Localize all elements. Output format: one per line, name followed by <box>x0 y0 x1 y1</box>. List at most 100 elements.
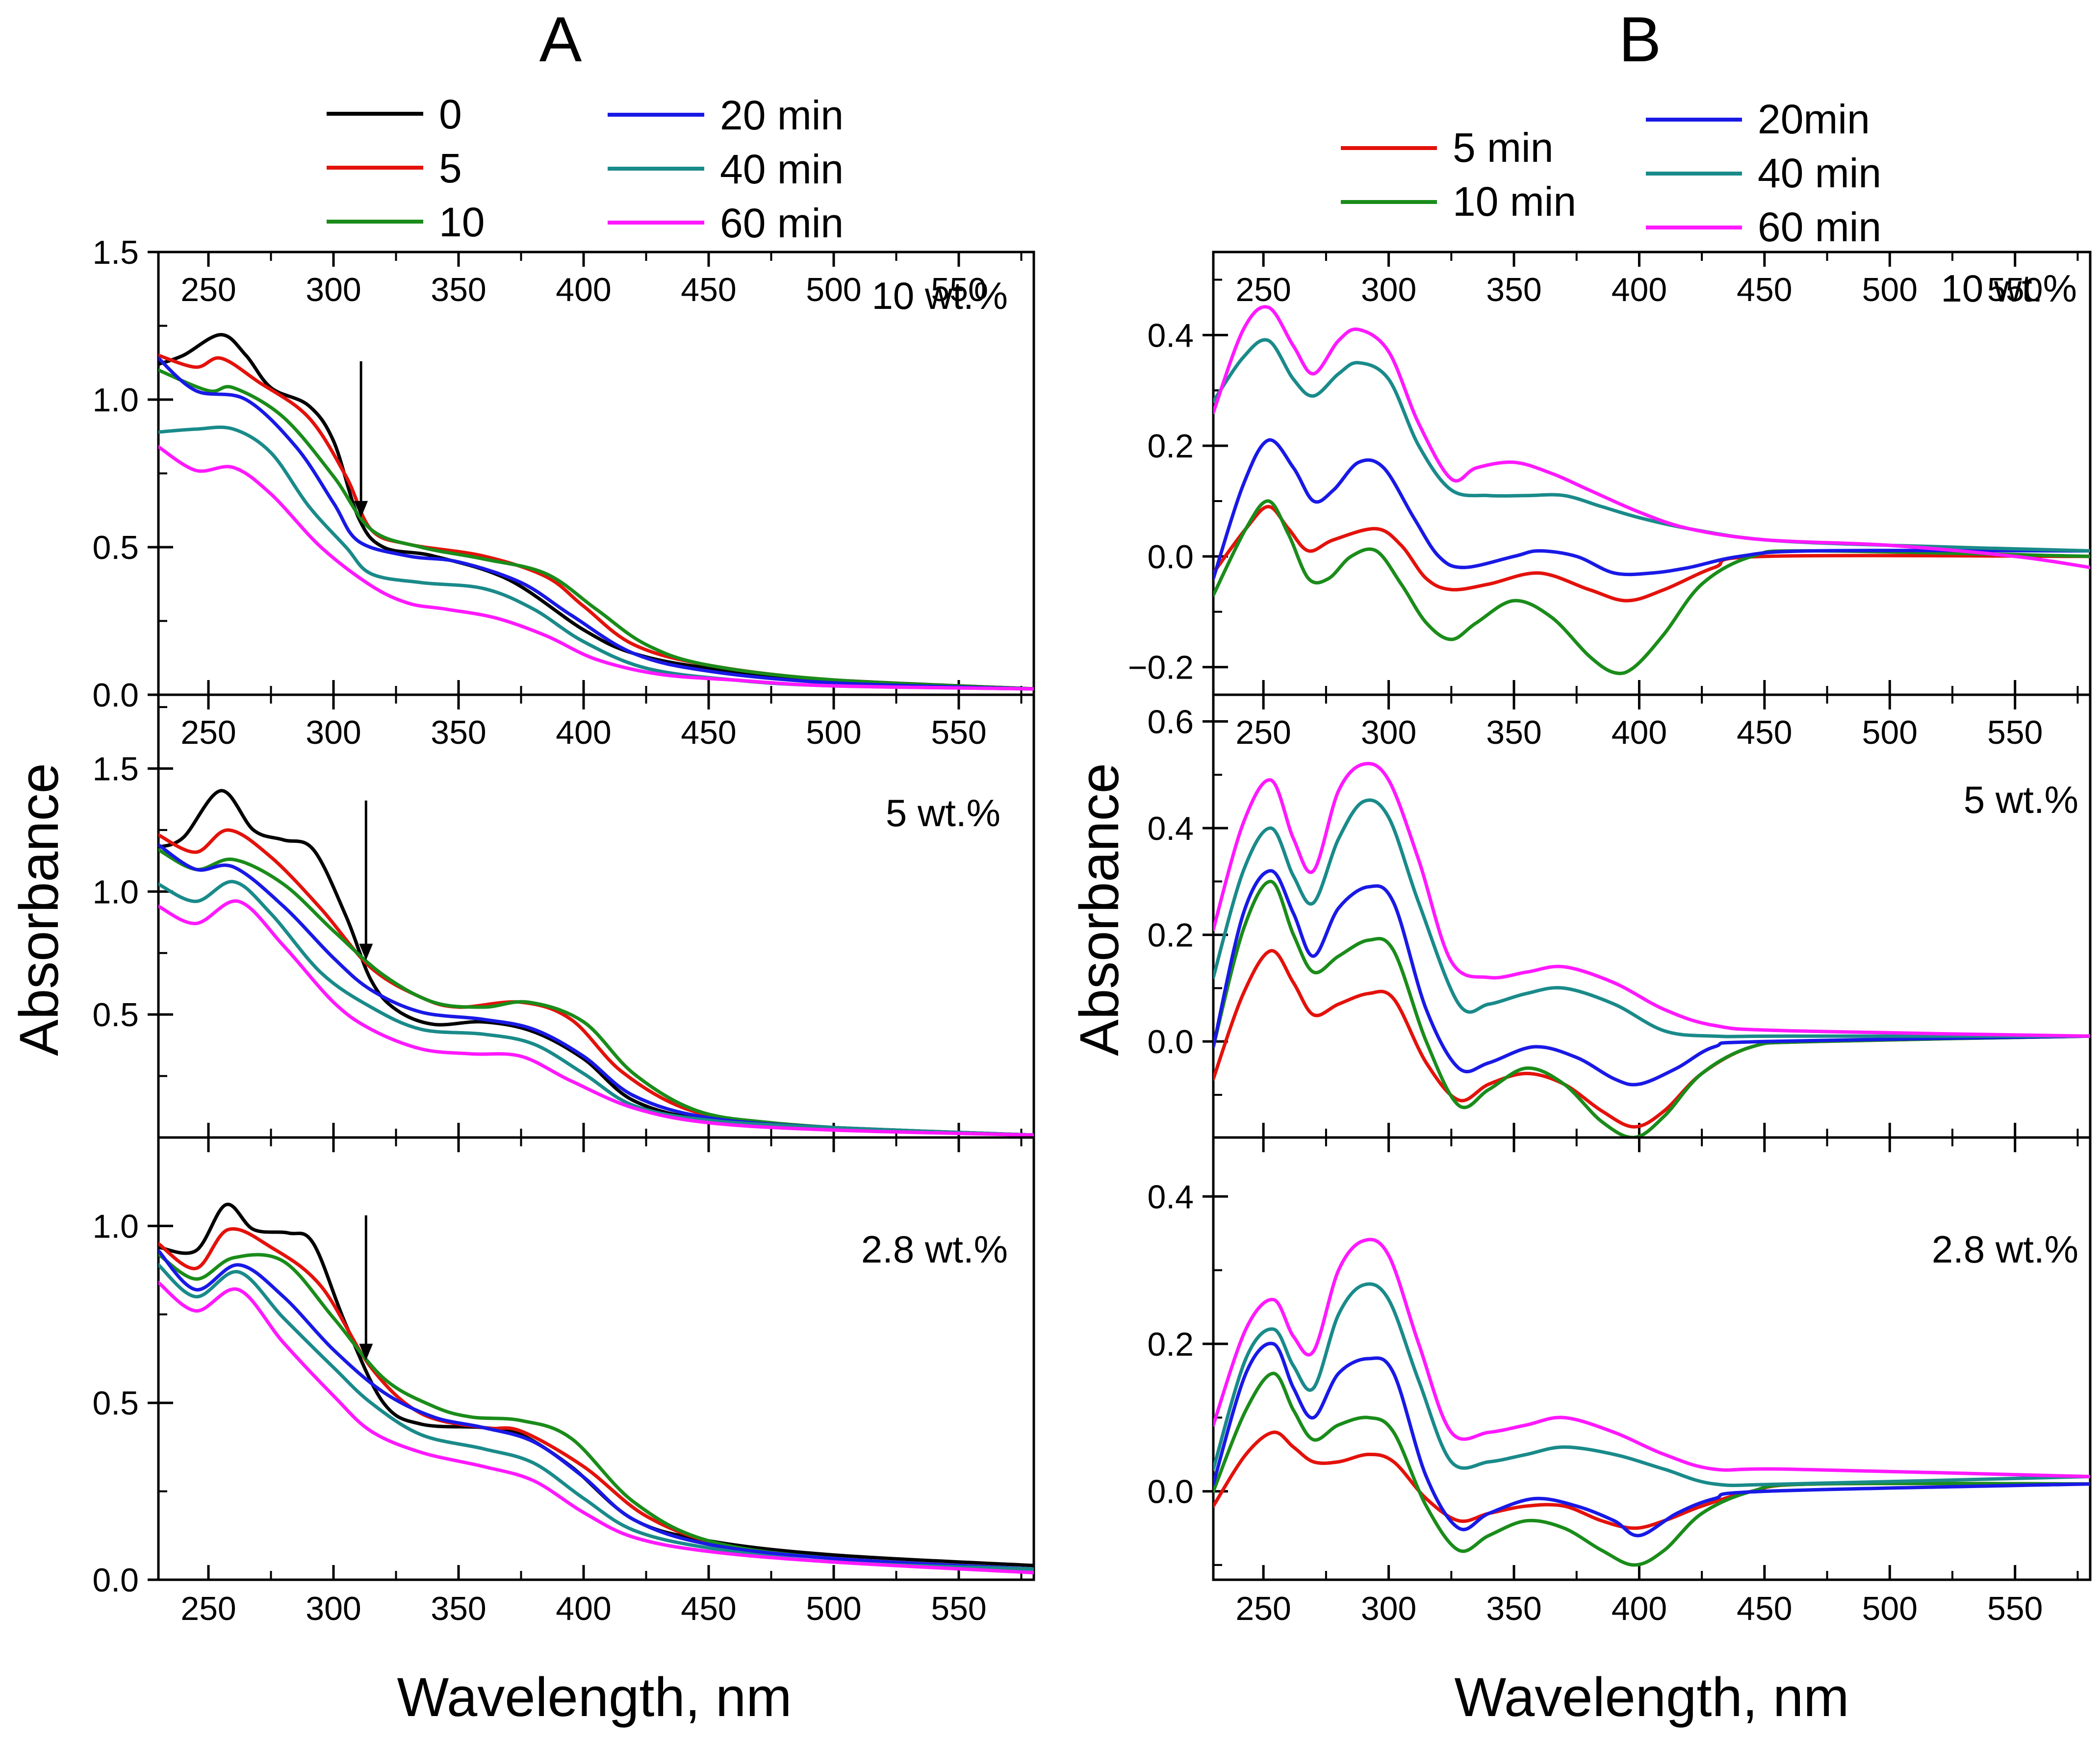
series-line-60-min <box>1213 305 2090 569</box>
concentration-label: 2.8 wt.% <box>1932 1228 2078 1271</box>
series-line-40-min <box>1213 338 2090 553</box>
series-line-60-min <box>158 445 1034 691</box>
y-tick-label: 0.0 <box>92 1562 139 1599</box>
x-tick-label: 500 <box>1862 1590 1918 1627</box>
series-line-10-min <box>1213 880 2090 1137</box>
chart-panel-a-2-8wt: 250 300 350 400 450 500 550 0.0 0.5 1.0 2.8 wt.% <box>92 1136 1035 1627</box>
y-tick-label: 1.0 <box>92 873 139 910</box>
plot-frame <box>1212 693 2092 1139</box>
x-tick-label: 500 <box>1862 271 1918 308</box>
legend-b-label-0: 5 min <box>1453 125 1553 171</box>
series-line-20-min <box>158 1249 1034 1571</box>
y-tick-label: 1.5 <box>92 751 139 788</box>
x-tick-label: 250 <box>1235 271 1291 308</box>
y-tick-label: 0.2 <box>1147 428 1194 465</box>
x-tick-label: 500 <box>1862 714 1918 751</box>
legend-b-label-2: 20min <box>1758 96 1870 142</box>
x-tick-label: 250 <box>180 714 236 751</box>
x-tick-label: 250 <box>180 271 236 308</box>
x-tick-label: 550 <box>1987 1590 2043 1627</box>
y-tick-label: 1.0 <box>92 1208 139 1245</box>
series-line-40-min <box>158 1263 1034 1571</box>
series-line-20min <box>1213 1341 2090 1538</box>
x-tick-label: 500 <box>806 271 861 308</box>
panel-b-label: B <box>1619 3 1662 75</box>
x-tick-label: 400 <box>1612 1590 1667 1627</box>
x-tick-label: 400 <box>556 1590 611 1627</box>
series-line-20min <box>1213 438 2090 581</box>
x-tick-label: 300 <box>306 271 361 308</box>
trend-arrow-head <box>359 1343 373 1361</box>
series-group <box>1213 305 2090 675</box>
series-line-40-min <box>1213 798 2090 1038</box>
chart-panel-a-5wt: 250 300 350 400 450 500 550 0.5 1.0 1.5 5 wt.% <box>92 693 1035 1139</box>
series-line-10-min <box>1213 1371 2090 1567</box>
series-line-5 <box>158 828 1034 1137</box>
legend-b-label-3: 40 min <box>1758 150 1881 196</box>
x-tick-label: 400 <box>1612 271 1667 308</box>
x-tick-label: 300 <box>1361 1590 1416 1627</box>
series-group <box>158 789 1034 1137</box>
y-tick-label: 0.5 <box>92 996 139 1034</box>
y-tick-label: 0.0 <box>1147 538 1194 576</box>
series-line-40-min <box>158 880 1034 1137</box>
x-tick-label: 350 <box>431 271 486 308</box>
x-axis-title-b: Wavelength, nm <box>1454 1667 1849 1728</box>
x-tick-label: 450 <box>1737 714 1792 751</box>
y-tick-label: 0.5 <box>92 529 139 566</box>
trend-arrow-head <box>354 501 368 518</box>
chart-panel-b-10wt: 250 300 350 400 450 500 550 −0.2 0.0 0.2 0.4 10 wt.… <box>1128 251 2092 696</box>
series-line-60-min <box>1213 761 2090 1038</box>
x-tick-label: 350 <box>1486 714 1541 751</box>
x-tick-label: 250 <box>180 1590 236 1627</box>
legend-a-label-1: 5 <box>439 145 462 191</box>
series-group <box>158 333 1034 691</box>
series-group <box>158 1203 1034 1575</box>
x-tick-label: 300 <box>1361 714 1416 751</box>
plot-frame <box>1212 1136 2092 1581</box>
x-tick-label: 500 <box>806 1590 861 1627</box>
series-line-10 <box>158 368 1034 691</box>
panel-a-label: A <box>539 3 582 75</box>
series-line-60-min <box>1213 1238 2090 1478</box>
y-tick-label: 0.0 <box>1147 1023 1194 1061</box>
concentration-label: 10 wt.% <box>872 274 1008 317</box>
x-tick-label: 550 <box>931 1590 986 1627</box>
series-line-60-min <box>158 1281 1034 1575</box>
series-line-40-min <box>158 425 1034 691</box>
x-tick-label: 250 <box>1235 714 1291 751</box>
legend-a-label-3: 20 min <box>720 92 844 138</box>
x-tick-label: 300 <box>306 1590 361 1627</box>
x-tick-label: 450 <box>1737 271 1792 308</box>
trend-arrow-head <box>359 943 373 960</box>
x-tick-label: 250 <box>1235 1590 1291 1627</box>
concentration-label: 2.8 wt.% <box>861 1228 1008 1271</box>
legend-a-label-5: 60 min <box>720 200 844 246</box>
x-tick-label: 350 <box>1486 1590 1541 1627</box>
x-tick-label: 400 <box>556 271 611 308</box>
x-tick-label: 450 <box>1737 1590 1792 1627</box>
x-tick-label: 350 <box>431 714 486 751</box>
series-group <box>1213 761 2090 1137</box>
x-tick-label: 300 <box>306 714 361 751</box>
x-tick-label: 550 <box>1987 271 2043 308</box>
y-tick-label: 1.5 <box>92 234 139 271</box>
y-tick-label: 1.0 <box>92 381 139 419</box>
x-tick-label: 550 <box>1987 714 2043 751</box>
y-tick-label: 0.2 <box>1147 1326 1194 1363</box>
series-line-40-min <box>1213 1282 2090 1487</box>
y-tick-label: 0.4 <box>1147 810 1194 847</box>
chart-panel-b-5wt: 250 300 350 400 450 500 550 0.0 0.2 0.4 0.6 5 wt.% <box>1147 693 2092 1139</box>
x-tick-label: 350 <box>1486 271 1541 308</box>
plot-frame <box>157 251 1035 696</box>
x-tick-label: 350 <box>431 1590 486 1627</box>
y-tick-label: 0.0 <box>92 677 139 714</box>
x-tick-label: 550 <box>931 271 986 308</box>
legend-b-label-1: 10 min <box>1453 178 1576 225</box>
y-tick-label: 0.6 <box>1147 703 1194 740</box>
concentration-label: 5 wt.% <box>1964 778 2078 821</box>
x-axis-title-a: Wavelength, nm <box>397 1667 792 1728</box>
concentration-label: 10 wt.% <box>1941 267 2077 310</box>
x-tick-label: 550 <box>931 714 986 751</box>
